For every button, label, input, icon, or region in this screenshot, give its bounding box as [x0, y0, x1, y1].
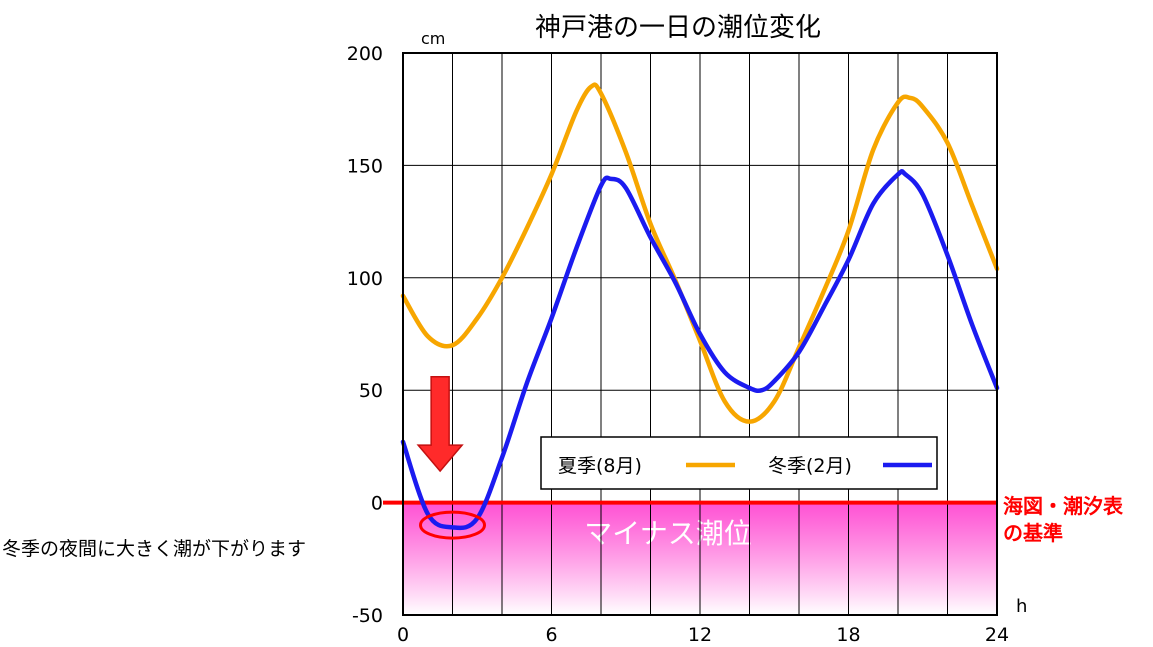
- down-arrow-icon: [416, 375, 464, 473]
- y-tick-labels: 200 150 100 50 0 -50: [347, 43, 383, 627]
- negative-tide-label: マイナス潮位: [584, 517, 751, 550]
- chart-title: 神戸港の一日の潮位変化: [535, 13, 821, 43]
- y-tick-label: 150: [347, 155, 383, 177]
- x-tick-label: 0: [397, 624, 409, 646]
- legend: 夏季(8月) 冬季(2月): [540, 436, 938, 490]
- x-tick-labels: 0 6 12 18 24: [397, 624, 1009, 646]
- y-tick-label: 50: [359, 380, 383, 402]
- series-line-summer: [400, 82, 1000, 424]
- zero-line-label-line2: の基準: [1003, 521, 1063, 545]
- y-tick-label: 100: [347, 268, 383, 290]
- y-tick-label: 200: [347, 43, 383, 65]
- legend-label-summer: 夏季(8月): [558, 455, 642, 477]
- series-lines: [400, 82, 1000, 531]
- legend-box: [540, 436, 938, 490]
- low-tide-ellipse: [419, 510, 486, 540]
- x-tick-label: 24: [985, 624, 1009, 646]
- legend-label-winter: 冬季(2月): [768, 455, 852, 477]
- x-tick-label: 6: [545, 624, 557, 646]
- x-axis-unit: h: [1016, 596, 1027, 617]
- y-axis-unit: cm: [421, 29, 445, 48]
- y-tick-label: -50: [352, 605, 383, 627]
- y-tick-label: 0: [371, 493, 383, 515]
- series-line-winter: [400, 169, 1000, 531]
- x-tick-label: 18: [836, 624, 860, 646]
- x-tick-label: 12: [688, 624, 712, 646]
- zero-line-label-line1: 海図・潮汐表: [1003, 494, 1124, 518]
- annotation-text: 冬季の夜間に大きく潮が下がります: [2, 538, 306, 560]
- plot-frame: [402, 52, 998, 616]
